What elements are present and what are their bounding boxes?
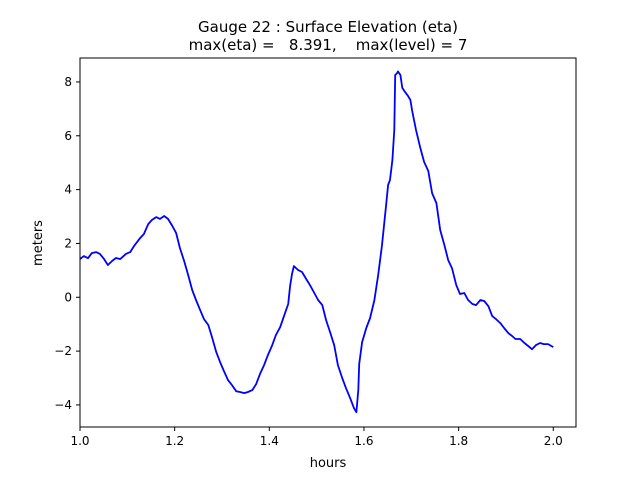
y-axis: −4 −2 0 2 4 6 8 xyxy=(54,75,80,412)
y-tick-label: 2 xyxy=(64,236,72,250)
x-tick-label: 1.0 xyxy=(70,434,89,448)
chart-title-line2: max(eta) = 8.391, max(level) = 7 xyxy=(189,36,468,54)
y-tick-label: 6 xyxy=(64,129,72,143)
y-tick-label: 0 xyxy=(64,290,72,304)
x-tick-label: 1.6 xyxy=(354,434,373,448)
y-tick-label: 8 xyxy=(64,75,72,89)
axes-frame xyxy=(79,57,577,428)
y-tick-label: −2 xyxy=(54,344,72,358)
chart-title-line1: Gauge 22 : Surface Elevation (eta) xyxy=(198,18,458,36)
y-axis-label: meters xyxy=(31,220,46,266)
x-axis-label: hours xyxy=(310,456,347,471)
y-tick-label: −4 xyxy=(54,398,72,412)
x-tick-label: 2.0 xyxy=(544,434,563,448)
x-tick-label: 1.4 xyxy=(260,434,279,448)
x-tick-label: 1.8 xyxy=(449,434,468,448)
plot-area xyxy=(79,70,554,414)
y-tick-label: 4 xyxy=(64,183,72,197)
x-tick-label: 1.2 xyxy=(165,434,184,448)
x-axis: 1.0 1.2 1.4 1.6 1.8 2.0 xyxy=(70,427,563,448)
series-line-eta xyxy=(79,70,554,414)
